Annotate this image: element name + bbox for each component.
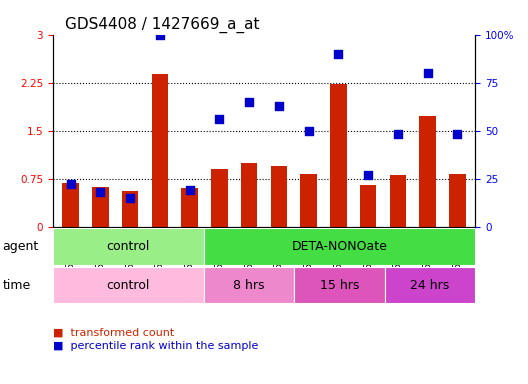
Bar [204, 228, 475, 265]
Bar [449, 174, 466, 227]
Point [394, 131, 402, 137]
Point [156, 31, 164, 38]
Text: DETA-NONOate: DETA-NONOate [291, 240, 388, 253]
Bar [241, 162, 257, 227]
Bar [419, 116, 436, 227]
Text: control: control [107, 279, 150, 291]
Bar [330, 84, 346, 227]
Point [245, 99, 253, 105]
Bar [294, 267, 385, 303]
Text: time: time [3, 279, 31, 291]
Bar [211, 169, 228, 227]
Bar [390, 175, 406, 227]
Bar [182, 188, 198, 227]
Bar [300, 174, 317, 227]
Bar [385, 267, 475, 303]
Point [305, 127, 313, 134]
Point [67, 181, 75, 187]
Text: ■  transformed count: ■ transformed count [53, 327, 174, 337]
Bar [92, 187, 109, 227]
Bar [271, 166, 287, 227]
Point [126, 195, 134, 201]
Point [334, 51, 343, 57]
Point [453, 131, 461, 137]
Bar [204, 267, 294, 303]
Point [215, 116, 223, 122]
Bar [62, 183, 79, 227]
Point [185, 187, 194, 193]
Point [275, 103, 283, 109]
Text: GDS4408 / 1427669_a_at: GDS4408 / 1427669_a_at [65, 17, 260, 33]
Bar [360, 185, 376, 227]
Text: 15 hrs: 15 hrs [320, 279, 359, 291]
Point [96, 189, 105, 195]
Point [364, 172, 372, 178]
Point [423, 70, 432, 76]
Bar [122, 191, 138, 227]
Text: ■  percentile rank within the sample: ■ percentile rank within the sample [53, 341, 258, 351]
Bar [152, 74, 168, 227]
Text: 8 hrs: 8 hrs [233, 279, 265, 291]
Bar [53, 228, 204, 265]
Text: 24 hrs: 24 hrs [410, 279, 449, 291]
Bar [53, 267, 204, 303]
Text: agent: agent [3, 240, 39, 253]
Text: control: control [107, 240, 150, 253]
